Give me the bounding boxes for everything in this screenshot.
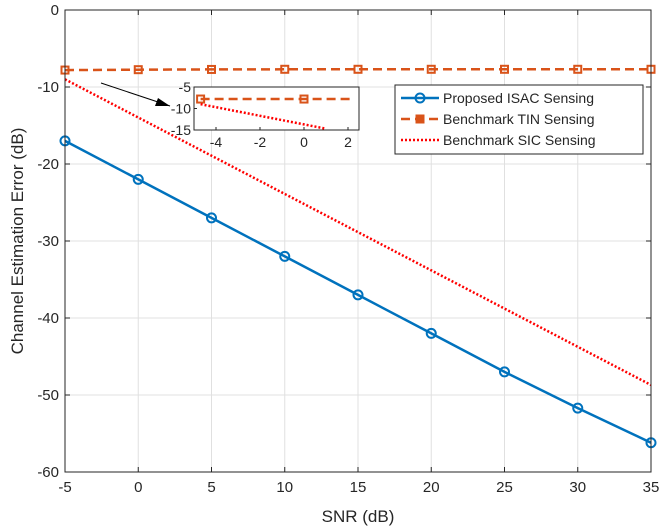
series-line-1 xyxy=(64,139,652,444)
x-tick-label: 30 xyxy=(569,479,586,496)
inset-y-tick-label: -15 xyxy=(171,122,191,138)
inset-x-tick-label: -4 xyxy=(210,134,223,150)
inset-series-line-2 xyxy=(200,102,327,130)
y-tick-label: -50 xyxy=(37,387,59,404)
x-tick-label: 25 xyxy=(496,479,513,496)
x-tick-label: 0 xyxy=(134,479,142,496)
inset-x-tick-label: 0 xyxy=(300,134,308,150)
y-tick-label: -20 xyxy=(37,156,59,173)
x-tick-label: -5 xyxy=(58,479,71,496)
series-point xyxy=(133,65,143,75)
series-point xyxy=(353,64,363,74)
series-point xyxy=(280,64,290,74)
series-point xyxy=(499,366,510,378)
legend-label: Benchmark SIC Sensing xyxy=(443,132,596,148)
legend-swatch-marker xyxy=(415,114,425,124)
series-point xyxy=(207,64,216,74)
inset-y-tick-label: -5 xyxy=(179,79,192,95)
series-point xyxy=(279,250,291,262)
inset-axes-box xyxy=(193,86,360,131)
legend-swatch-marker xyxy=(414,92,426,104)
y-tick-label: -60 xyxy=(37,464,59,481)
y-tick-label: -30 xyxy=(37,233,59,250)
legend: Proposed ISAC Sensing Benchmark TIN Sensi… xyxy=(394,84,644,155)
x-tick-label: 5 xyxy=(207,479,215,496)
y-axis-label: Channel Estimation Error (dB) xyxy=(8,128,27,355)
inset-series-point xyxy=(299,94,309,104)
inset-x-tick-label: 2 xyxy=(344,134,352,150)
x-tick-label: 20 xyxy=(423,479,440,496)
series-point xyxy=(573,64,583,74)
main-grid xyxy=(64,9,652,473)
inset-chart: -4 -2 0 2 -5 -10 -15 xyxy=(171,79,360,150)
series-point xyxy=(572,402,584,414)
x-tick-label: 35 xyxy=(643,479,660,496)
series-point xyxy=(500,64,509,74)
legend-label: Benchmark TIN Sensing xyxy=(443,111,594,127)
main-ticks: -5 0 5 10 15 20 25 30 350-10-20-30-40-50-60 xyxy=(37,2,659,496)
series-point xyxy=(206,212,217,224)
x-tick-label: 10 xyxy=(276,479,293,496)
series-point xyxy=(425,327,437,339)
series-point xyxy=(132,173,144,185)
inset-series-point xyxy=(196,94,206,104)
x-axis-label: SNR (dB) xyxy=(322,507,395,526)
series-point xyxy=(352,289,364,301)
y-tick-label: 0 xyxy=(51,2,59,19)
y-tick-label: -10 xyxy=(37,79,59,96)
annotation-arrow xyxy=(100,82,171,107)
inset-y-tick-label: -10 xyxy=(171,101,191,117)
series-point xyxy=(426,64,436,74)
legend-label: Proposed ISAC Sensing xyxy=(443,90,594,106)
inset-x-tick-label: -2 xyxy=(254,134,267,150)
x-tick-label: 15 xyxy=(350,479,367,496)
y-tick-label: -40 xyxy=(37,310,59,327)
